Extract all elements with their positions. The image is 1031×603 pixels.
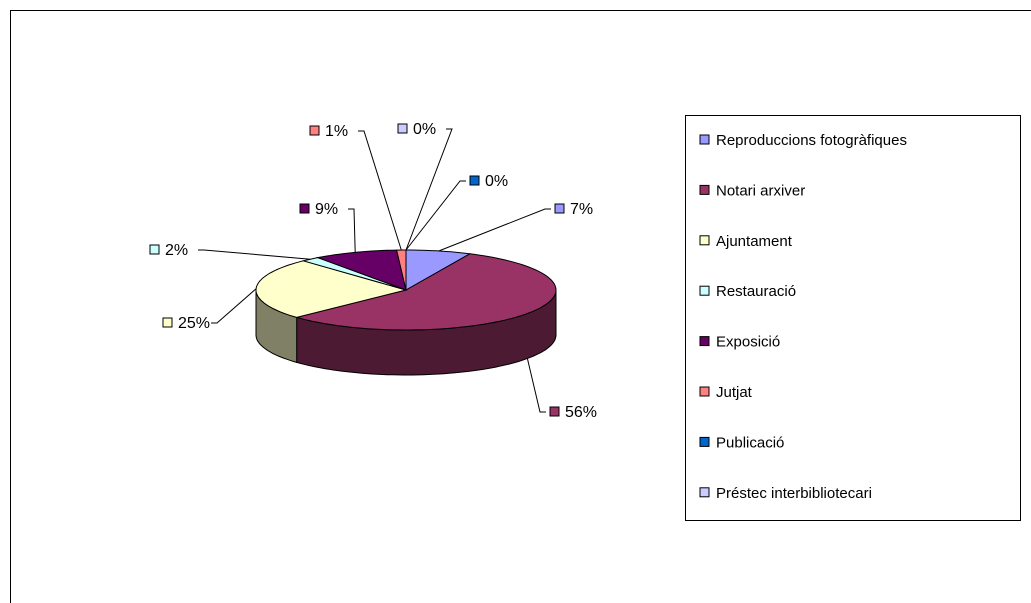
- label-swatch: [397, 123, 408, 134]
- data-label: 1%: [325, 123, 348, 140]
- leader-line: [405, 180, 466, 251]
- label-swatch: [299, 203, 310, 214]
- legend-label: Publicació: [716, 434, 784, 451]
- legend-swatch: [699, 436, 710, 447]
- leader-line: [526, 358, 546, 413]
- legend-box: [685, 115, 1021, 521]
- data-label: 0%: [413, 121, 436, 138]
- leader-line: [358, 130, 402, 251]
- leader-line: [198, 249, 311, 260]
- leader-line: [211, 288, 257, 324]
- data-label: 56%: [565, 404, 597, 421]
- legend-label: Préstec interbibliotecari: [716, 485, 872, 502]
- legend-label: Ajuntament: [716, 233, 793, 250]
- data-label: 2%: [165, 242, 188, 259]
- leader-line: [348, 208, 356, 253]
- data-label: 7%: [570, 201, 593, 218]
- legend: Reproduccions fotogràfiques Notari arxive…: [699, 132, 907, 502]
- data-label: 25%: [178, 315, 210, 332]
- legend-label: Exposició: [716, 334, 780, 351]
- legend-label: Notari arxiver: [716, 182, 805, 199]
- leader-line: [438, 208, 551, 252]
- label-swatch: [549, 406, 560, 417]
- legend-label: Reproduccions fotogràfiques: [716, 132, 907, 149]
- legend-swatch: [699, 184, 710, 195]
- label-swatch: [469, 175, 480, 186]
- legend-label: Jutjat: [716, 384, 753, 401]
- leader-line: [405, 128, 453, 251]
- data-label: 9%: [315, 201, 338, 218]
- legend-swatch: [699, 285, 710, 296]
- label-swatch: [554, 203, 565, 214]
- data-label: 0%: [485, 173, 508, 190]
- legend-label: Restauració: [716, 283, 796, 300]
- legend-swatch: [699, 235, 710, 246]
- slice: [294, 253, 557, 331]
- label-swatch: [162, 317, 173, 328]
- legend-swatch: [699, 134, 710, 145]
- label-swatch: [149, 244, 160, 255]
- legend-swatch: [699, 487, 710, 498]
- label-swatch: [309, 125, 320, 136]
- legend-swatch: [699, 386, 710, 397]
- legend-swatch: [699, 336, 710, 347]
